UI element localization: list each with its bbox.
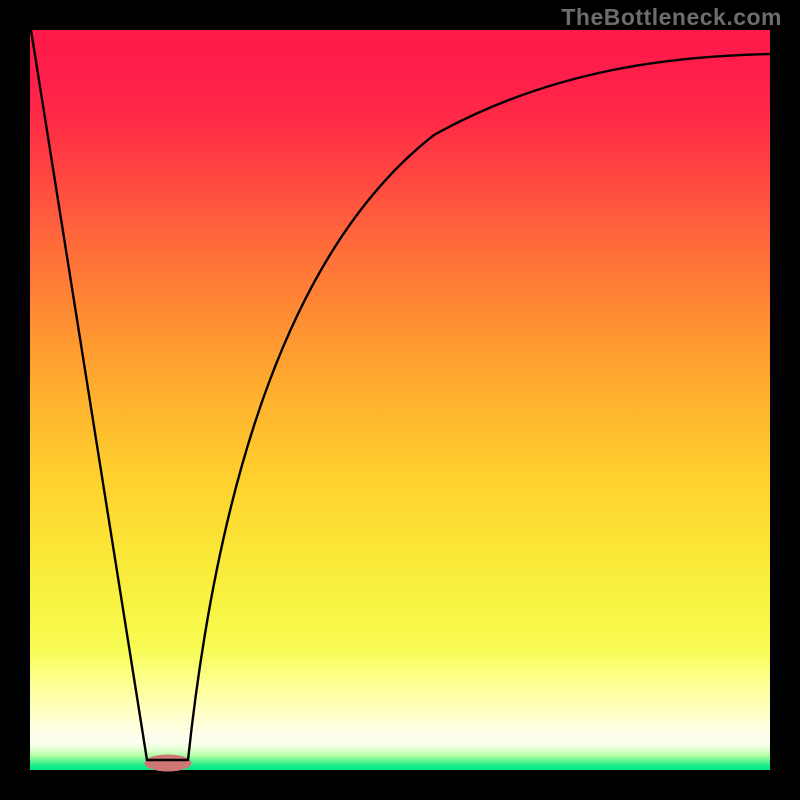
plot-area bbox=[30, 30, 770, 770]
watermark-text: TheBottleneck.com bbox=[561, 4, 782, 31]
bottleneck-chart-svg bbox=[0, 0, 800, 800]
chart-frame: TheBottleneck.com bbox=[0, 0, 800, 800]
optimal-range-marker bbox=[145, 755, 191, 771]
